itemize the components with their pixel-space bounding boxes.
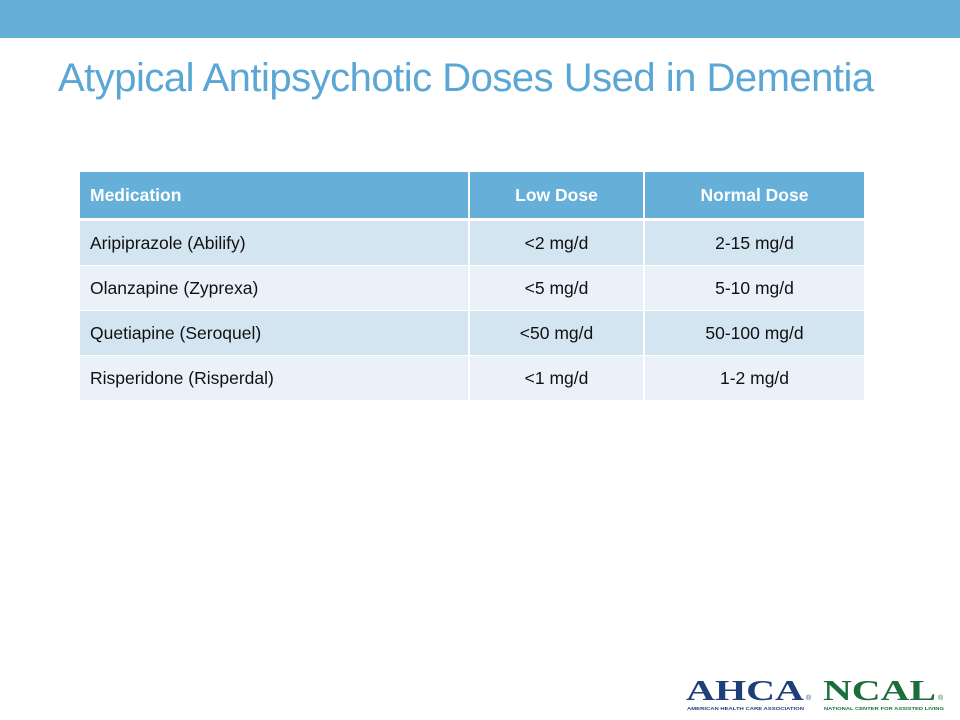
table-row: Quetiapine (Seroquel) <50 mg/d 50-100 mg… [80,310,864,356]
normal-dose-cell: 50-100 mg/d [644,310,864,356]
ahca-logo-reg-mark: ® [806,694,812,702]
header-medication: Medication [80,172,470,221]
slide-title: Atypical Antipsychotic Doses Used in Dem… [58,56,874,100]
ncal-logo-name: NCAL [823,675,936,707]
medication-cell: Quetiapine (Seroquel) [80,310,470,356]
low-dose-cell: <5 mg/d [469,265,645,311]
logos-graphic: AHCA ® AMERICAN HEALTH CARE ASSOCIATION … [686,675,945,711]
medication-cell: Risperidone (Risperdal) [80,355,470,401]
ncal-logo-reg-mark: ® [938,694,944,702]
low-dose-cell: <2 mg/d [469,219,645,266]
table-row: Olanzapine (Zyprexa) <5 mg/d 5-10 mg/d [80,265,864,311]
ahca-logo-tagline: AMERICAN HEALTH CARE ASSOCIATION [687,706,805,711]
low-dose-cell: <50 mg/d [469,310,645,356]
top-accent-bar [0,0,960,38]
normal-dose-cell: 1-2 mg/d [644,355,864,401]
table-row: Risperidone (Risperdal) <1 mg/d 1-2 mg/d [80,355,864,401]
organization-logos: AHCA ® AMERICAN HEALTH CARE ASSOCIATION … [686,674,946,714]
table-row: Aripiprazole (Abilify) <2 mg/d 2-15 mg/d [80,219,864,266]
header-low-dose: Low Dose [469,172,645,221]
table-header-row: Medication Low Dose Normal Dose [80,172,864,221]
ncal-logo: NCAL ® NATIONAL CENTER FOR ASSISTED LIVI… [823,675,945,711]
medication-cell: Olanzapine (Zyprexa) [80,265,470,311]
header-normal-dose: Normal Dose [644,172,864,221]
dose-table: Medication Low Dose Normal Dose Aripipra… [80,172,864,401]
ahca-logo: AHCA ® AMERICAN HEALTH CARE ASSOCIATION [686,675,812,711]
normal-dose-cell: 2-15 mg/d [644,219,864,266]
normal-dose-cell: 5-10 mg/d [644,265,864,311]
medication-cell: Aripiprazole (Abilify) [80,219,470,266]
ahca-logo-name: AHCA [686,675,804,707]
ncal-logo-tagline: NATIONAL CENTER FOR ASSISTED LIVING [824,706,945,711]
low-dose-cell: <1 mg/d [469,355,645,401]
